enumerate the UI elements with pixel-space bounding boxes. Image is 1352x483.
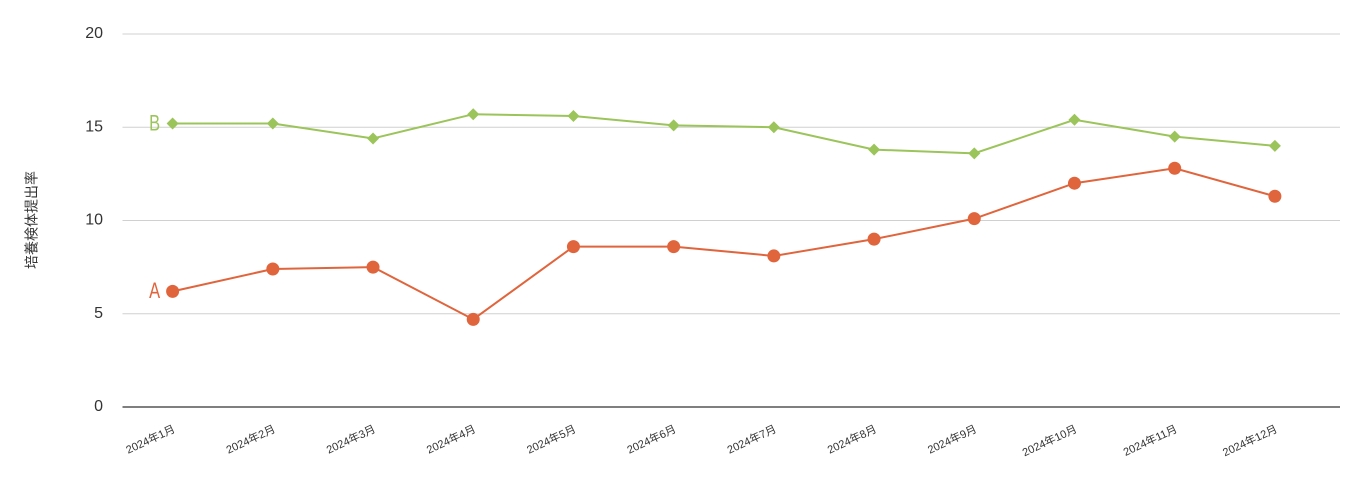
point <box>1168 130 1181 143</box>
series-line <box>172 113 1275 155</box>
series-label: A <box>149 279 160 304</box>
x-tick-label: 2024年3月 <box>324 422 378 457</box>
y-tick-label: 0 <box>94 398 103 415</box>
y-axis-label: 培養検体提出率 <box>24 171 40 269</box>
point <box>366 260 380 274</box>
series-line <box>172 167 1276 321</box>
x-tick-label: 2024年12月 <box>1220 422 1279 460</box>
point <box>1168 161 1182 175</box>
x-tick-label: 2024年6月 <box>625 422 679 457</box>
point <box>166 284 180 298</box>
point <box>667 240 681 254</box>
y-tick-label: 10 <box>85 212 103 229</box>
y-tick-label: 20 <box>85 25 103 42</box>
y-tick-label: 15 <box>85 118 103 135</box>
point <box>667 119 680 132</box>
x-tick-label: 2024年1月 <box>124 422 178 457</box>
x-tick-label: 2024年8月 <box>825 422 879 457</box>
point <box>1067 176 1081 190</box>
point <box>567 110 580 123</box>
x-tick-label: 2024年9月 <box>925 422 979 457</box>
x-tick-label: 2024年2月 <box>224 422 278 457</box>
x-tick-label: 2024年11月 <box>1121 422 1179 459</box>
point <box>466 312 480 326</box>
point <box>266 262 280 276</box>
point <box>1268 189 1282 203</box>
x-tick-label: 2024年10月 <box>1020 422 1079 460</box>
point <box>868 143 881 156</box>
point <box>367 132 380 145</box>
point <box>467 108 480 121</box>
series-label: B <box>149 111 160 136</box>
point <box>1068 113 1081 126</box>
y-tick-label: 5 <box>94 305 103 322</box>
point <box>767 249 781 263</box>
x-tick-label: 2024年4月 <box>424 422 478 457</box>
point <box>1268 139 1281 152</box>
point <box>867 232 881 246</box>
x-tick-label: 2024年7月 <box>725 422 779 457</box>
point <box>566 240 580 254</box>
x-tick-label: 2024年5月 <box>524 422 578 457</box>
point <box>968 147 981 160</box>
point <box>967 212 981 226</box>
point <box>767 121 780 134</box>
point <box>266 117 279 130</box>
point <box>166 117 179 130</box>
